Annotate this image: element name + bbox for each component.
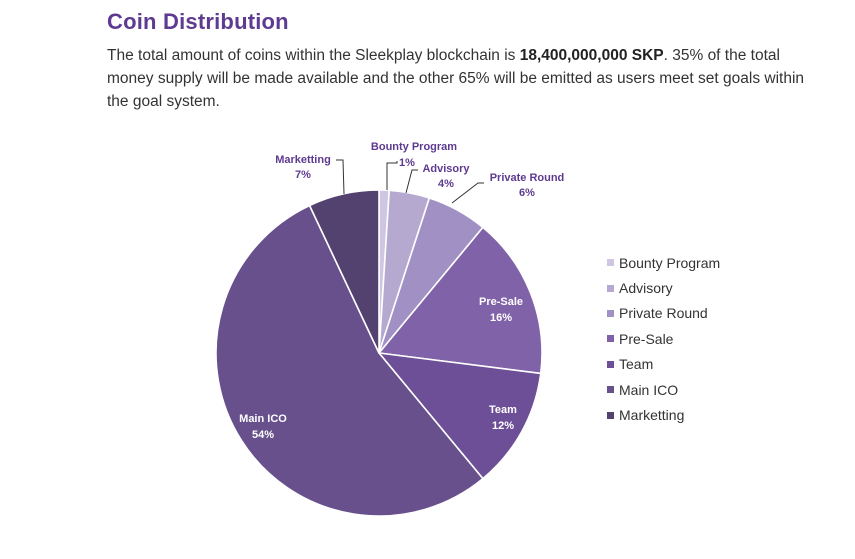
legend-item-private-round: Private Round xyxy=(607,301,720,326)
pie-slice-pre-sale xyxy=(378,226,543,375)
legend-item-marketting: Marketting xyxy=(607,402,720,427)
slice-label-name: Advisory xyxy=(422,163,470,175)
slice-label-name: Bounty Program xyxy=(371,141,457,153)
intro-text-before: The total amount of coins within the Sle… xyxy=(107,47,520,64)
leader-line-marketting xyxy=(336,159,345,195)
legend-item-advisory: Advisory xyxy=(607,275,720,300)
legend-label: Advisory xyxy=(619,280,673,297)
legend-swatch xyxy=(607,335,614,343)
slice-label-value: 16% xyxy=(490,312,512,324)
slice-label-name: Main ICO xyxy=(239,413,287,425)
legend-swatch xyxy=(607,259,614,267)
intro-text-after: . 35% of the total money supply will be … xyxy=(107,47,805,110)
legend-item-pre-sale: Pre-Sale xyxy=(607,326,720,351)
pie-slice-team xyxy=(378,352,542,480)
legend-swatch xyxy=(607,309,614,317)
pie-labels: Bounty Program 1% Advisory 4% Private Round 6… xyxy=(239,141,564,441)
legend-label: Main ICO xyxy=(619,381,679,398)
pie-leader-lines xyxy=(336,159,484,204)
slice-label-value: 7% xyxy=(295,169,311,181)
slice-label-value: 4% xyxy=(438,178,454,190)
leader-line-private-round xyxy=(451,182,484,204)
slice-label-value: 6% xyxy=(519,187,535,199)
intro-paragraph: The total amount of coins within the Sle… xyxy=(107,44,807,113)
page-title: Coin Distribution xyxy=(107,9,289,34)
chart-legend: Bounty Program Advisory Private Round Pr… xyxy=(607,250,720,428)
legend-swatch xyxy=(607,411,614,419)
legend-item-main-ico: Main ICO xyxy=(607,377,720,402)
legend-swatch xyxy=(607,360,614,368)
slice-label-value: 54% xyxy=(252,429,274,441)
pie-slice-marketting xyxy=(308,189,380,354)
legend-item-bounty-program: Bounty Program xyxy=(607,250,720,275)
legend-label: Private Round xyxy=(619,305,708,322)
legend-label: Pre-Sale xyxy=(619,330,674,347)
pie-slice-main-ico xyxy=(215,204,484,517)
slice-label-name: Pre-Sale xyxy=(479,296,523,308)
slice-label-name: Marketting xyxy=(275,154,331,166)
legend-label: Team xyxy=(619,356,654,373)
leader-line-bounty-program xyxy=(386,161,398,190)
slice-label-name: Team xyxy=(489,404,517,416)
total-supply: 18,400,000,000 SKP xyxy=(519,47,664,64)
legend-item-team: Team xyxy=(607,352,720,377)
slice-label-name: Private Round xyxy=(490,172,565,184)
leader-line-advisory xyxy=(405,169,418,194)
pie-slices xyxy=(215,189,543,517)
legend-swatch xyxy=(607,386,614,394)
legend-label: Bounty Program xyxy=(619,254,721,271)
legend-label: Marketting xyxy=(619,407,685,424)
legend-swatch xyxy=(607,284,614,292)
slice-label-value: 1% xyxy=(399,157,415,169)
slice-label-value: 12% xyxy=(492,420,514,432)
